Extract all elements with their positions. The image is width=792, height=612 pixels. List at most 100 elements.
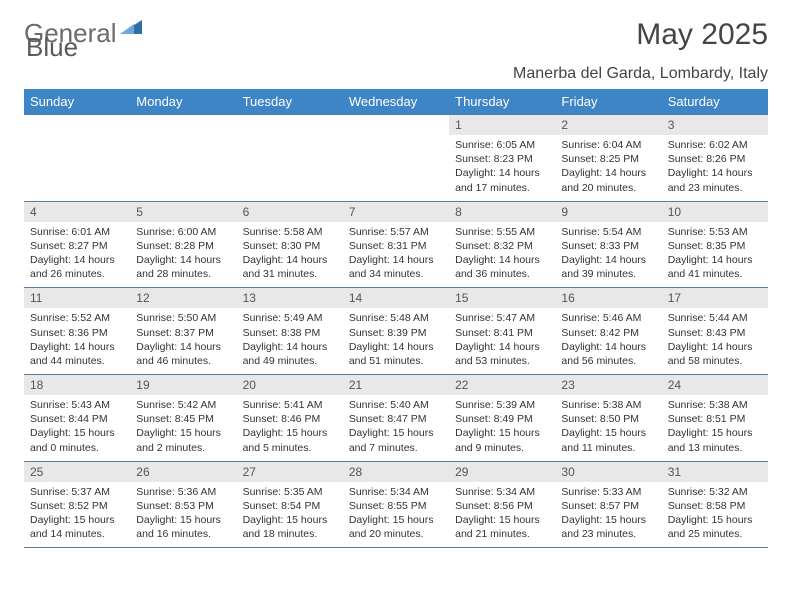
sunrise-text: Sunrise: 5:35 AM: [243, 485, 337, 499]
day-number: 20: [237, 375, 343, 395]
daylight-text-1: Daylight: 15 hours: [349, 513, 443, 527]
day-detail: Sunrise: 6:02 AMSunset: 8:26 PMDaylight:…: [662, 135, 768, 201]
day-cell: 26Sunrise: 5:36 AMSunset: 8:53 PMDayligh…: [130, 461, 236, 548]
day-detail: Sunrise: 5:49 AMSunset: 8:38 PMDaylight:…: [237, 308, 343, 374]
daylight-text-2: and 34 minutes.: [349, 267, 443, 281]
dow-wednesday: Wednesday: [343, 89, 449, 115]
day-number: 22: [449, 375, 555, 395]
daylight-text-1: Daylight: 14 hours: [30, 340, 124, 354]
day-number: 2: [555, 115, 661, 135]
daylight-text-1: Daylight: 14 hours: [349, 253, 443, 267]
sunset-text: Sunset: 8:45 PM: [136, 412, 230, 426]
sunrise-text: Sunrise: 5:43 AM: [30, 398, 124, 412]
sunset-text: Sunset: 8:44 PM: [30, 412, 124, 426]
day-cell: 20Sunrise: 5:41 AMSunset: 8:46 PMDayligh…: [237, 375, 343, 462]
sunset-text: Sunset: 8:23 PM: [455, 152, 549, 166]
day-number: 13: [237, 288, 343, 308]
daylight-text-1: Daylight: 14 hours: [668, 253, 762, 267]
day-number: 3: [662, 115, 768, 135]
day-cell: 9Sunrise: 5:54 AMSunset: 8:33 PMDaylight…: [555, 201, 661, 288]
daylight-text-2: and 11 minutes.: [561, 441, 655, 455]
dow-tuesday: Tuesday: [237, 89, 343, 115]
day-number: 16: [555, 288, 661, 308]
daylight-text-1: Daylight: 14 hours: [455, 340, 549, 354]
daylight-text-1: Daylight: 14 hours: [136, 340, 230, 354]
daylight-text-2: and 5 minutes.: [243, 441, 337, 455]
daylight-text-1: Daylight: 15 hours: [30, 426, 124, 440]
day-number: 4: [24, 202, 130, 222]
sunset-text: Sunset: 8:30 PM: [243, 239, 337, 253]
day-cell: 4Sunrise: 6:01 AMSunset: 8:27 PMDaylight…: [24, 201, 130, 288]
calendar-row: 11Sunrise: 5:52 AMSunset: 8:36 PMDayligh…: [24, 288, 768, 375]
empty-cell: [24, 115, 130, 202]
daylight-text-2: and 16 minutes.: [136, 527, 230, 541]
sunset-text: Sunset: 8:37 PM: [136, 326, 230, 340]
month-title: May 2025: [636, 18, 768, 52]
dow-monday: Monday: [130, 89, 236, 115]
day-detail: Sunrise: 5:42 AMSunset: 8:45 PMDaylight:…: [130, 395, 236, 461]
day-detail: Sunrise: 5:57 AMSunset: 8:31 PMDaylight:…: [343, 222, 449, 288]
sunrise-text: Sunrise: 5:38 AM: [561, 398, 655, 412]
sunset-text: Sunset: 8:54 PM: [243, 499, 337, 513]
daylight-text-2: and 13 minutes.: [668, 441, 762, 455]
calendar-table: Sunday Monday Tuesday Wednesday Thursday…: [24, 89, 768, 548]
day-detail: Sunrise: 5:35 AMSunset: 8:54 PMDaylight:…: [237, 482, 343, 548]
sunrise-text: Sunrise: 6:00 AM: [136, 225, 230, 239]
day-number: 23: [555, 375, 661, 395]
day-detail: Sunrise: 5:37 AMSunset: 8:52 PMDaylight:…: [24, 482, 130, 548]
calendar-row: 25Sunrise: 5:37 AMSunset: 8:52 PMDayligh…: [24, 461, 768, 548]
daylight-text-2: and 51 minutes.: [349, 354, 443, 368]
sunrise-text: Sunrise: 5:47 AM: [455, 311, 549, 325]
sunrise-text: Sunrise: 5:54 AM: [561, 225, 655, 239]
sunrise-text: Sunrise: 5:52 AM: [30, 311, 124, 325]
day-number: 8: [449, 202, 555, 222]
sunrise-text: Sunrise: 5:38 AM: [668, 398, 762, 412]
day-cell: 13Sunrise: 5:49 AMSunset: 8:38 PMDayligh…: [237, 288, 343, 375]
day-number: 11: [24, 288, 130, 308]
daylight-text-2: and 7 minutes.: [349, 441, 443, 455]
day-number: 28: [343, 462, 449, 482]
day-detail: Sunrise: 5:52 AMSunset: 8:36 PMDaylight:…: [24, 308, 130, 374]
day-detail: Sunrise: 5:48 AMSunset: 8:39 PMDaylight:…: [343, 308, 449, 374]
empty-cell: [130, 115, 236, 202]
day-detail: Sunrise: 5:47 AMSunset: 8:41 PMDaylight:…: [449, 308, 555, 374]
sunrise-text: Sunrise: 5:49 AM: [243, 311, 337, 325]
day-detail: Sunrise: 5:33 AMSunset: 8:57 PMDaylight:…: [555, 482, 661, 548]
day-number: 25: [24, 462, 130, 482]
day-cell: 10Sunrise: 5:53 AMSunset: 8:35 PMDayligh…: [662, 201, 768, 288]
day-detail: Sunrise: 5:41 AMSunset: 8:46 PMDaylight:…: [237, 395, 343, 461]
sunrise-text: Sunrise: 6:02 AM: [668, 138, 762, 152]
daylight-text-1: Daylight: 14 hours: [136, 253, 230, 267]
sunrise-text: Sunrise: 5:32 AM: [668, 485, 762, 499]
sunset-text: Sunset: 8:39 PM: [349, 326, 443, 340]
day-detail: Sunrise: 5:44 AMSunset: 8:43 PMDaylight:…: [662, 308, 768, 374]
empty-cell: [343, 115, 449, 202]
daylight-text-2: and 31 minutes.: [243, 267, 337, 281]
brand-triangle-icon: [120, 10, 142, 28]
day-number: 9: [555, 202, 661, 222]
daylight-text-1: Daylight: 15 hours: [243, 513, 337, 527]
daylight-text-2: and 9 minutes.: [455, 441, 549, 455]
sunset-text: Sunset: 8:53 PM: [136, 499, 230, 513]
sunset-text: Sunset: 8:33 PM: [561, 239, 655, 253]
sunset-text: Sunset: 8:27 PM: [30, 239, 124, 253]
day-number: 12: [130, 288, 236, 308]
day-cell: 28Sunrise: 5:34 AMSunset: 8:55 PMDayligh…: [343, 461, 449, 548]
sunset-text: Sunset: 8:46 PM: [243, 412, 337, 426]
calendar-row: 4Sunrise: 6:01 AMSunset: 8:27 PMDaylight…: [24, 201, 768, 288]
daylight-text-2: and 39 minutes.: [561, 267, 655, 281]
day-cell: 24Sunrise: 5:38 AMSunset: 8:51 PMDayligh…: [662, 375, 768, 462]
daylight-text-1: Daylight: 15 hours: [668, 513, 762, 527]
calendar-row: 1Sunrise: 6:05 AMSunset: 8:23 PMDaylight…: [24, 115, 768, 202]
day-detail: Sunrise: 5:58 AMSunset: 8:30 PMDaylight:…: [237, 222, 343, 288]
sunrise-text: Sunrise: 5:58 AM: [243, 225, 337, 239]
sunset-text: Sunset: 8:56 PM: [455, 499, 549, 513]
day-cell: 5Sunrise: 6:00 AMSunset: 8:28 PMDaylight…: [130, 201, 236, 288]
daylight-text-1: Daylight: 14 hours: [668, 340, 762, 354]
day-number: 31: [662, 462, 768, 482]
sunset-text: Sunset: 8:31 PM: [349, 239, 443, 253]
day-cell: 21Sunrise: 5:40 AMSunset: 8:47 PMDayligh…: [343, 375, 449, 462]
sunrise-text: Sunrise: 5:57 AM: [349, 225, 443, 239]
daylight-text-2: and 23 minutes.: [668, 181, 762, 195]
sunrise-text: Sunrise: 5:55 AM: [455, 225, 549, 239]
